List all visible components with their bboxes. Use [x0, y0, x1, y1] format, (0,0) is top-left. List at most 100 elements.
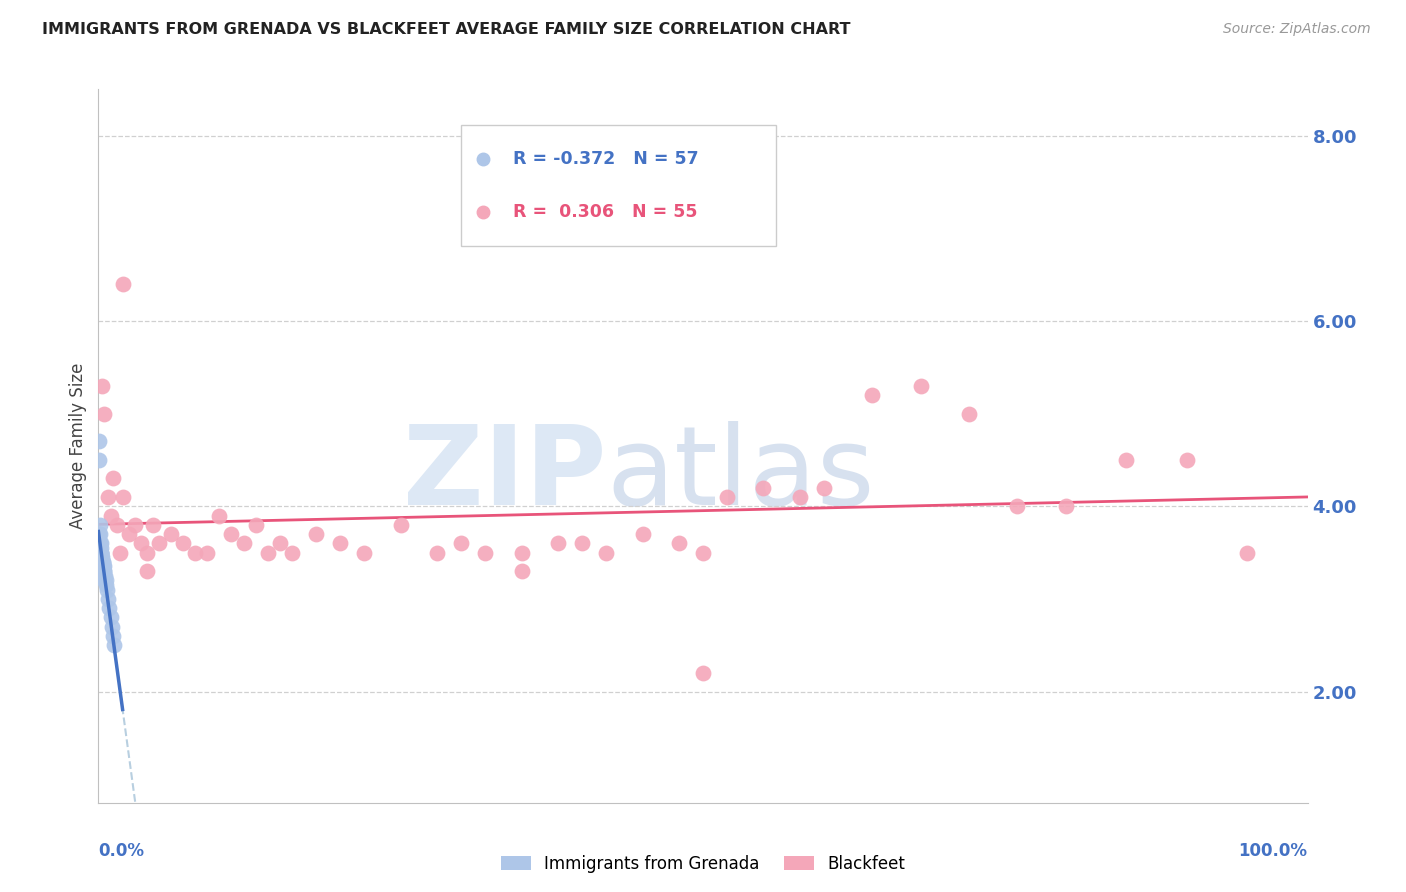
Point [90, 550, 112, 565]
Point [135, 545, 157, 559]
Point [389, 517, 412, 532]
Point [353, 545, 375, 559]
Point [89, 517, 111, 532]
Point [96, 578, 118, 592]
Text: IMMIGRANTS FROM GRENADA VS BLACKFEET AVERAGE FAMILY SIZE CORRELATION CHART: IMMIGRANTS FROM GRENADA VS BLACKFEET AVE… [42, 22, 851, 37]
Point [94, 574, 117, 588]
Point [93, 564, 115, 578]
Point [91, 555, 114, 569]
Point [90, 555, 112, 569]
Point [90, 550, 112, 565]
Point [256, 545, 278, 559]
Point [89, 555, 111, 569]
Point [129, 536, 152, 550]
Point [1236, 545, 1258, 559]
Point [957, 407, 980, 421]
Point [426, 545, 449, 559]
Point [101, 471, 124, 485]
Point [860, 388, 883, 402]
Point [100, 620, 122, 634]
Point [1007, 500, 1029, 514]
Point [91, 559, 114, 574]
Point [108, 545, 131, 559]
Point [813, 481, 835, 495]
Point [111, 490, 134, 504]
Point [89, 545, 111, 559]
Point [87, 453, 110, 467]
Point [221, 527, 243, 541]
Point [910, 378, 932, 392]
Point [89, 545, 111, 559]
Point [474, 545, 496, 559]
Point [668, 536, 690, 550]
Point [208, 508, 231, 523]
Text: 0.0%: 0.0% [98, 842, 145, 860]
Point [91, 559, 114, 574]
Point [692, 545, 714, 559]
Point [142, 517, 165, 532]
Point [281, 545, 304, 559]
Point [90, 541, 112, 555]
Point [90, 555, 112, 569]
Point [692, 666, 714, 681]
Point [752, 481, 775, 495]
Point [160, 527, 183, 541]
Point [184, 545, 207, 559]
Point [118, 527, 141, 541]
Point [89, 541, 111, 555]
FancyBboxPatch shape [461, 125, 776, 246]
Point [1054, 500, 1077, 514]
Text: atlas: atlas [606, 421, 875, 528]
Point [90, 550, 112, 565]
Point [172, 536, 194, 550]
Point [93, 564, 115, 578]
Point [90, 545, 112, 559]
Point [90, 545, 112, 559]
Point [96, 582, 118, 597]
Point [90, 550, 112, 565]
Point [91, 559, 114, 574]
Point [595, 545, 617, 559]
Point [716, 490, 738, 504]
Legend: Immigrants from Grenada, Blackfeet: Immigrants from Grenada, Blackfeet [494, 848, 912, 880]
Point [100, 610, 122, 624]
Point [89, 536, 111, 550]
Point [135, 564, 157, 578]
Point [90, 545, 112, 559]
Point [91, 559, 114, 574]
Point [90, 555, 112, 569]
Point [91, 555, 114, 569]
Point [269, 536, 291, 550]
Point [89, 527, 111, 541]
Point [305, 527, 328, 541]
Point [91, 550, 114, 565]
Point [571, 536, 593, 550]
Point [89, 536, 111, 550]
Point [90, 545, 112, 559]
Point [93, 564, 115, 578]
Point [105, 517, 128, 532]
Point [1175, 453, 1198, 467]
Point [93, 574, 115, 588]
Point [631, 527, 654, 541]
Point [91, 378, 114, 392]
Point [101, 629, 124, 643]
Point [245, 517, 267, 532]
Point [97, 490, 120, 504]
Point [148, 536, 170, 550]
Text: ZIP: ZIP [404, 421, 606, 528]
Point [97, 591, 120, 606]
Point [124, 517, 146, 532]
Point [90, 555, 112, 569]
Point [450, 536, 472, 550]
Point [103, 638, 125, 652]
Point [90, 536, 112, 550]
Point [510, 564, 533, 578]
Point [232, 536, 254, 550]
Text: R =  0.306   N = 55: R = 0.306 N = 55 [513, 203, 697, 221]
Point [94, 568, 117, 582]
Point [100, 508, 122, 523]
Point [98, 601, 121, 615]
Point [91, 555, 114, 569]
Point [89, 536, 111, 550]
